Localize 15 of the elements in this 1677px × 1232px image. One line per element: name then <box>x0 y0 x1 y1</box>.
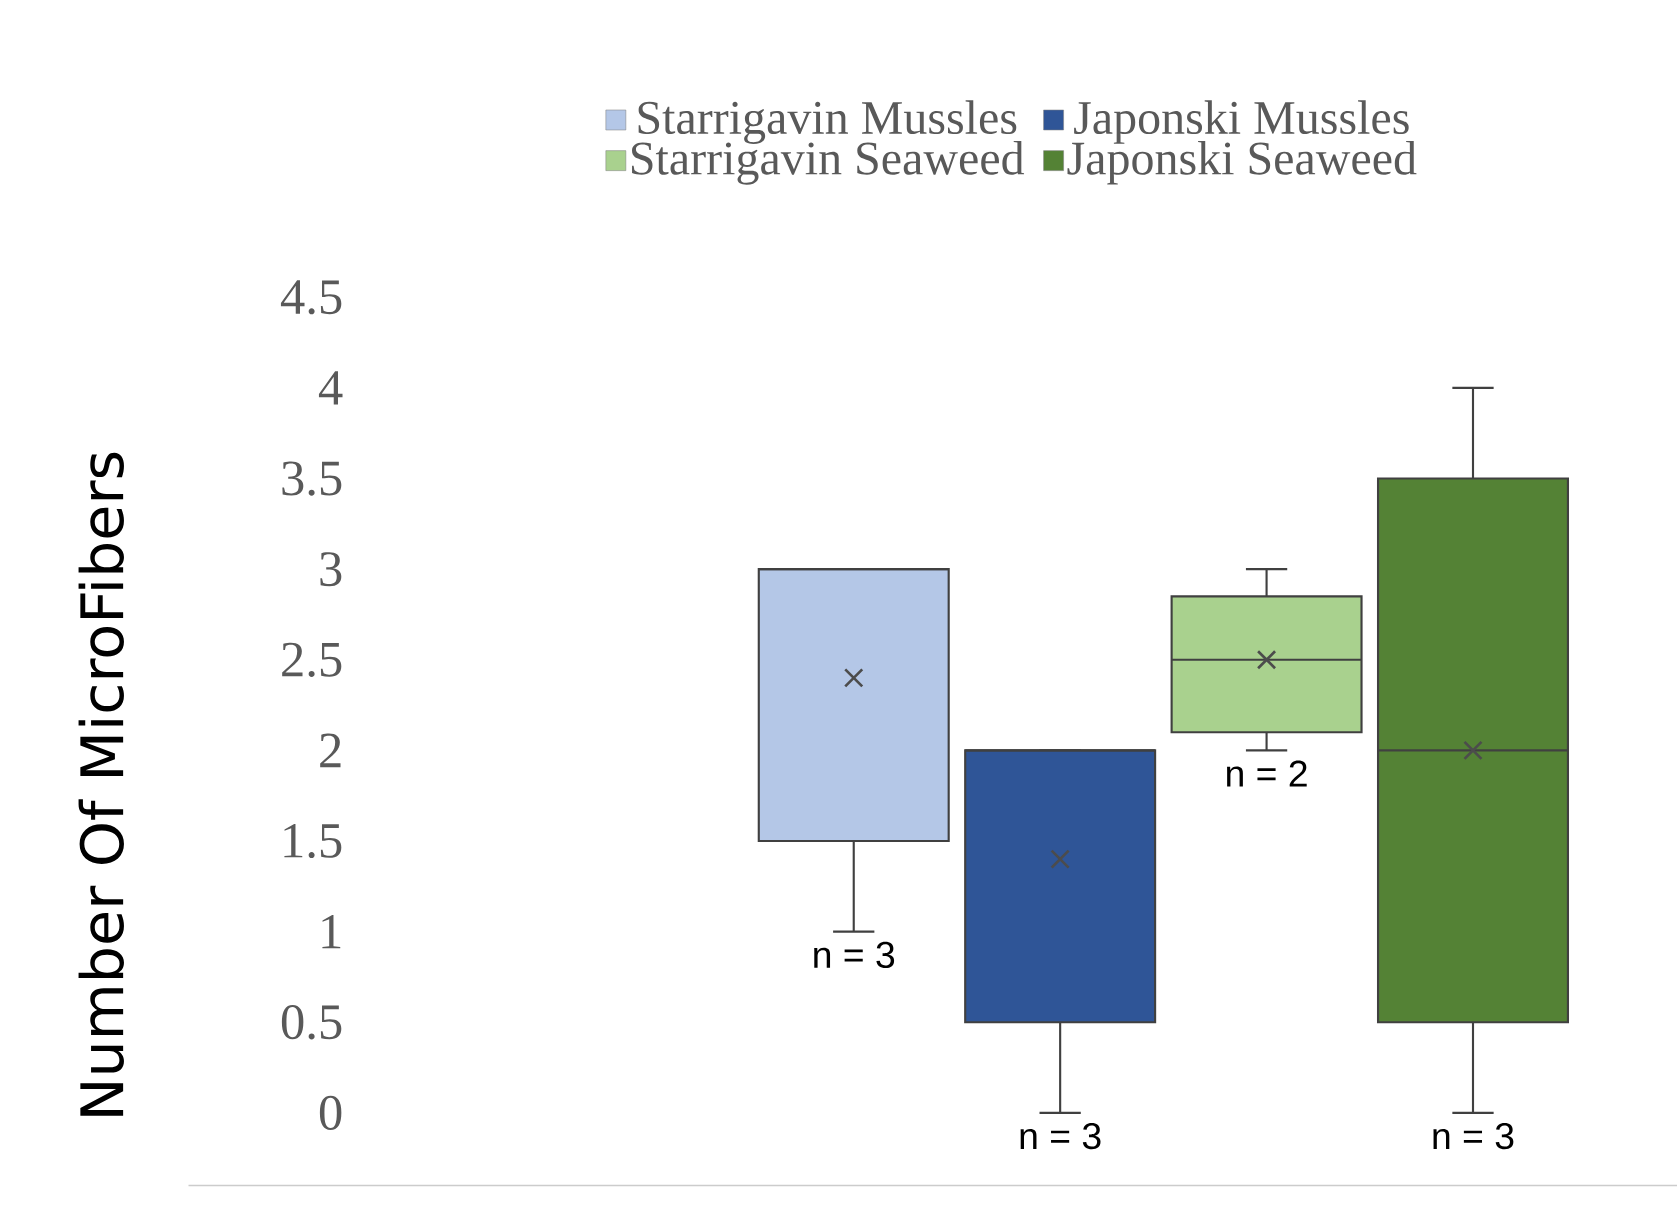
y-tick-label: 3 <box>320 552 342 587</box>
y-axis-title: Number Of MicroFibers <box>78 452 124 1116</box>
y-tick-label: 2.5 <box>282 642 342 677</box>
y-tick-label: 3.5 <box>282 461 342 496</box>
y-tick-label: 4 <box>318 371 343 405</box>
y-tick-label: 2 <box>320 733 341 768</box>
y-tick-label: 0 <box>319 1095 342 1130</box>
y-tick-label: 1 <box>322 914 341 949</box>
annotation: n = 2 <box>1227 760 1307 787</box>
y-tick-label: 4.5 <box>280 280 342 315</box>
annotation: n = 3 <box>1020 1122 1101 1150</box>
y-tick-label: 0.5 <box>281 1005 342 1040</box>
annotation: n = 3 <box>1433 1122 1514 1150</box>
y-tick-label: 1.5 <box>284 823 342 859</box>
annotation: n = 3 <box>814 941 895 969</box>
